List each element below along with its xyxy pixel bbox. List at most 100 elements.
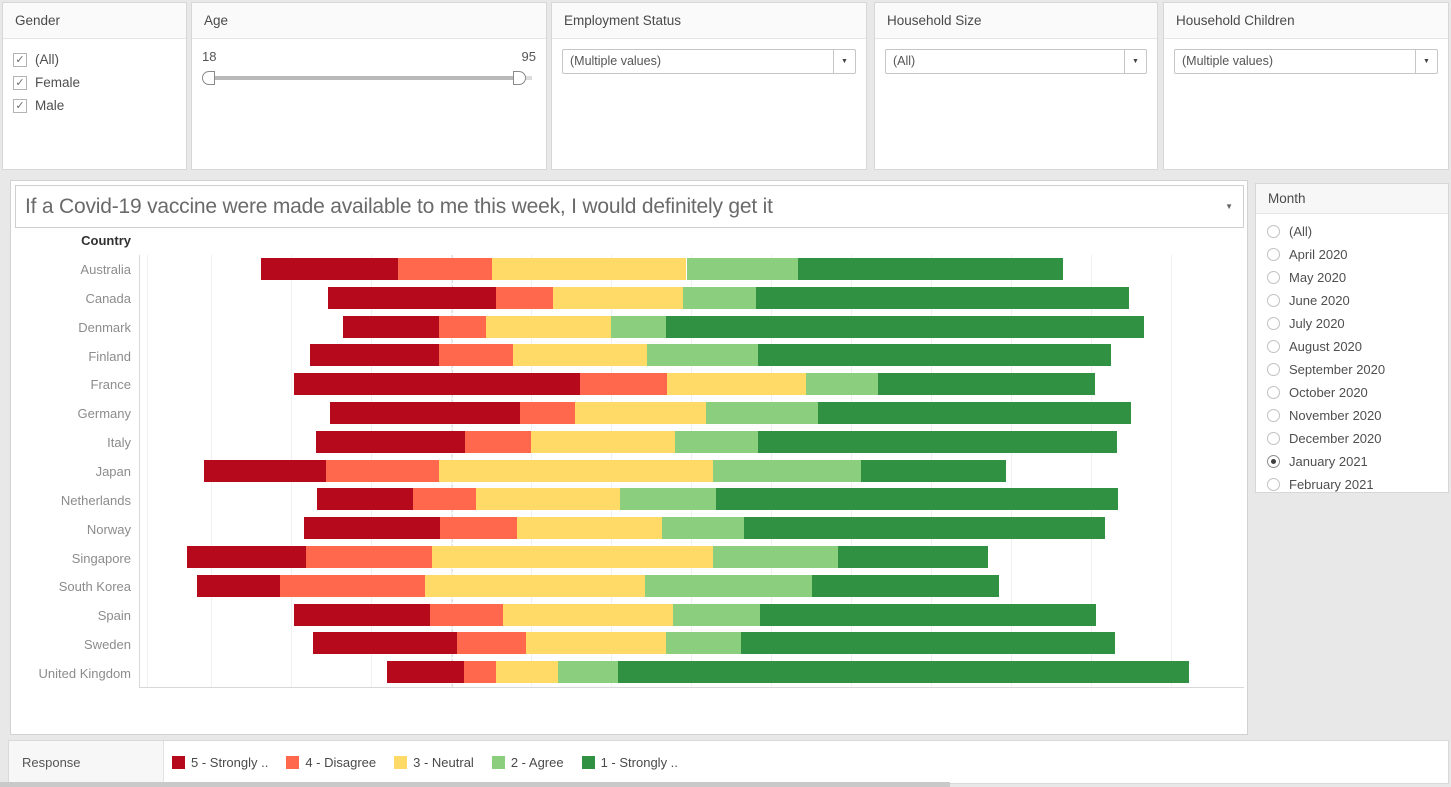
bar-segment-norway-3---neutral[interactable] (516, 517, 662, 540)
checkbox-icon[interactable]: ✓ (13, 98, 27, 113)
month-option-february-2021[interactable]: February 2021 (1267, 473, 1448, 496)
bar-segment-norway-5---strongly-disagree[interactable] (303, 517, 440, 540)
bar-segment-italy-5---strongly-disagree[interactable] (315, 430, 465, 453)
household-children-dropdown[interactable]: (Multiple values) ▼ (1174, 49, 1438, 74)
bar-segment-japan-1---strongly-agree[interactable] (861, 459, 1007, 482)
bar-segment-south-korea-5---strongly-disagree[interactable] (196, 574, 280, 597)
bar-segment-japan-5---strongly-disagree[interactable] (203, 459, 326, 482)
chevron-down-icon[interactable]: ▼ (833, 50, 855, 73)
legend-item[interactable]: 5 - Strongly .. (172, 755, 268, 770)
gender-option-all[interactable]: ✓ (All) (13, 48, 176, 71)
gender-option-female[interactable]: ✓ Female (13, 71, 176, 94)
bar-segment-canada-3---neutral[interactable] (552, 286, 683, 309)
bar-segment-sweden-2---agree[interactable] (665, 632, 742, 655)
bar-segment-norway-1---strongly-agree[interactable] (744, 517, 1106, 540)
bar-segment-spain-5---strongly-disagree[interactable] (293, 603, 430, 626)
month-option-december-2020[interactable]: December 2020 (1267, 427, 1448, 450)
bar-segment-singapore-5---strongly-disagree[interactable] (186, 545, 306, 568)
age-range-slider[interactable] (202, 68, 536, 88)
bar-segment-south-korea-3---neutral[interactable] (424, 574, 645, 597)
radio-icon[interactable] (1267, 271, 1280, 284)
bar-segment-singapore-4---disagree[interactable] (305, 545, 432, 568)
bar-segment-finland-3---neutral[interactable] (512, 344, 647, 367)
household-size-dropdown[interactable]: (All) ▼ (885, 49, 1147, 74)
radio-icon[interactable] (1267, 248, 1280, 261)
bar-segment-united-kingdom-4---disagree[interactable] (463, 661, 496, 684)
bar-segment-denmark-2---agree[interactable] (610, 315, 666, 338)
bar-segment-netherlands-1---strongly-agree[interactable] (716, 488, 1119, 511)
bar-segment-italy-3---neutral[interactable] (530, 430, 675, 453)
slider-track[interactable] (204, 76, 522, 80)
bar-segment-canada-2---agree[interactable] (682, 286, 757, 309)
month-option-november-2020[interactable]: November 2020 (1267, 404, 1448, 427)
gender-option-male[interactable]: ✓ Male (13, 94, 176, 117)
radio-icon[interactable] (1267, 363, 1280, 376)
checkbox-icon[interactable]: ✓ (13, 52, 27, 67)
radio-icon[interactable] (1267, 225, 1280, 238)
bar-segment-japan-4---disagree[interactable] (325, 459, 439, 482)
bar-segment-united-kingdom-5---strongly-disagree[interactable] (386, 661, 464, 684)
bar-segment-south-korea-2---agree[interactable] (644, 574, 813, 597)
question-selector-dropdown[interactable]: If a Covid-19 vaccine were made availabl… (15, 185, 1244, 228)
bar-segment-united-kingdom-3---neutral[interactable] (495, 661, 558, 684)
radio-icon[interactable] (1267, 455, 1280, 468)
bar-segment-italy-1---strongly-agree[interactable] (758, 430, 1118, 453)
bar-segment-united-kingdom-2---agree[interactable] (557, 661, 618, 684)
bar-segment-south-korea-1---strongly-agree[interactable] (812, 574, 1000, 597)
bar-segment-singapore-2---agree[interactable] (713, 545, 839, 568)
radio-icon[interactable] (1267, 409, 1280, 422)
legend-item[interactable]: 1 - Strongly .. (581, 755, 678, 770)
bar-segment-united-kingdom-1---strongly-agree[interactable] (617, 661, 1190, 684)
bar-segment-spain-3---neutral[interactable] (502, 603, 673, 626)
bar-segment-denmark-3---neutral[interactable] (485, 315, 611, 338)
bar-segment-australia-1---strongly-agree[interactable] (798, 258, 1064, 280)
bar-segment-denmark-4---disagree[interactable] (438, 315, 486, 338)
bar-segment-sweden-4---disagree[interactable] (456, 632, 526, 655)
radio-icon[interactable] (1267, 432, 1280, 445)
legend-item[interactable]: 4 - Disagree (286, 755, 376, 770)
radio-icon[interactable] (1267, 478, 1280, 491)
bar-segment-spain-1---strongly-agree[interactable] (760, 603, 1097, 626)
bar-segment-netherlands-5---strongly-disagree[interactable] (316, 488, 413, 511)
bar-segment-finland-2---agree[interactable] (646, 344, 759, 367)
month-option-september-2020[interactable]: September 2020 (1267, 358, 1448, 381)
bar-segment-italy-4---disagree[interactable] (464, 430, 531, 453)
employment-status-dropdown[interactable]: (Multiple values) ▼ (562, 49, 856, 74)
bar-segment-japan-3---neutral[interactable] (438, 459, 714, 482)
bar-segment-france-5---strongly-disagree[interactable] (293, 373, 580, 396)
bar-segment-france-3---neutral[interactable] (666, 373, 807, 396)
bar-segment-south-korea-4---disagree[interactable] (279, 574, 425, 597)
bar-segment-netherlands-3---neutral[interactable] (475, 488, 620, 511)
bar-segment-norway-2---agree[interactable] (661, 517, 745, 540)
bar-segment-france-4---disagree[interactable] (579, 373, 667, 396)
slider-handle-max[interactable] (513, 71, 526, 85)
bar-segment-sweden-1---strongly-agree[interactable] (741, 632, 1116, 655)
bar-segment-germany-1---strongly-agree[interactable] (818, 401, 1132, 424)
bar-segment-japan-2---agree[interactable] (713, 459, 862, 482)
radio-icon[interactable] (1267, 317, 1280, 330)
bar-segment-sweden-3---neutral[interactable] (525, 632, 666, 655)
radio-icon[interactable] (1267, 386, 1280, 399)
bar-segment-italy-2---agree[interactable] (674, 430, 759, 453)
bar-segment-singapore-1---strongly-agree[interactable] (838, 545, 989, 568)
bar-segment-germany-4---disagree[interactable] (519, 401, 575, 424)
chevron-down-icon[interactable]: ▼ (1415, 50, 1437, 73)
chevron-down-icon[interactable]: ▼ (1124, 50, 1146, 73)
bar-segment-france-2---agree[interactable] (806, 373, 879, 396)
bar-segment-spain-2---agree[interactable] (672, 603, 761, 626)
month-option-august-2020[interactable]: August 2020 (1267, 335, 1448, 358)
bar-segment-germany-5---strongly-disagree[interactable] (329, 401, 520, 424)
bar-segment-canada-4---disagree[interactable] (495, 286, 553, 309)
bar-segment-denmark-5---strongly-disagree[interactable] (342, 315, 439, 338)
bar-segment-canada-1---strongly-agree[interactable] (756, 286, 1130, 309)
bar-segment-australia-5---strongly-disagree[interactable] (260, 258, 398, 280)
horizontal-scrollbar-thumb[interactable] (0, 782, 950, 787)
bar-segment-netherlands-4---disagree[interactable] (412, 488, 476, 511)
bar-segment-spain-4---disagree[interactable] (429, 603, 503, 626)
month-option-june-2020[interactable]: June 2020 (1267, 289, 1448, 312)
month-option-all[interactable]: (All) (1267, 220, 1448, 243)
bar-segment-netherlands-2---agree[interactable] (619, 488, 717, 511)
month-option-october-2020[interactable]: October 2020 (1267, 381, 1448, 404)
bar-segment-australia-3---neutral[interactable] (491, 258, 687, 280)
bar-segment-australia-2---agree[interactable] (686, 258, 799, 280)
